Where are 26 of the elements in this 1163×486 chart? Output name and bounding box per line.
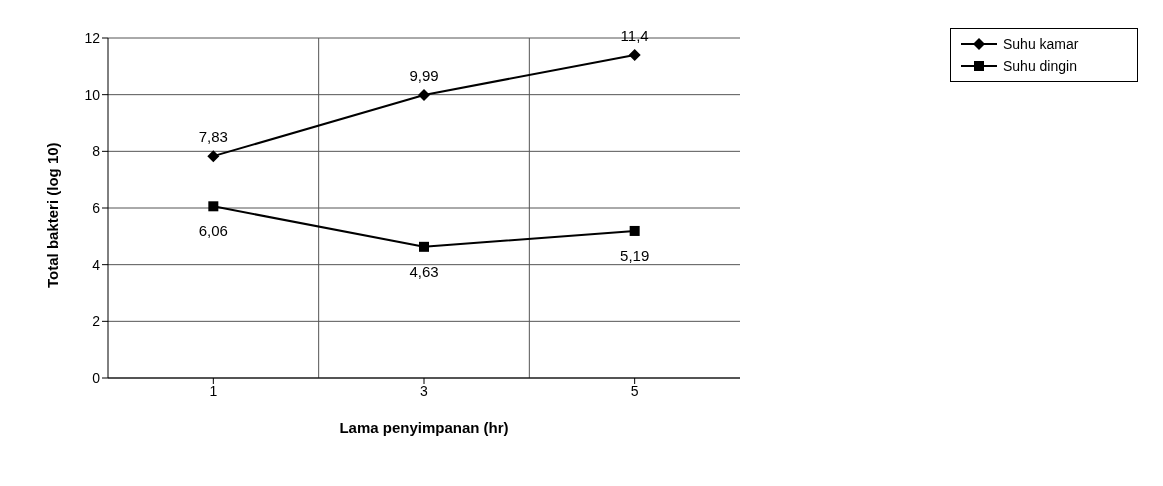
data-label: 11,4 bbox=[620, 27, 649, 44]
y-tick-label: 10 bbox=[84, 86, 101, 103]
point bbox=[207, 150, 220, 163]
data-label: 5,19 bbox=[620, 246, 650, 264]
data-label: 9,99 bbox=[409, 66, 439, 84]
data-label: 4,63 bbox=[409, 262, 439, 280]
y-tick-label: 2 bbox=[92, 313, 101, 330]
x-tick-label: 1 bbox=[209, 382, 218, 399]
point bbox=[418, 88, 430, 101]
point bbox=[419, 241, 429, 252]
legend-label: Suhu kamar bbox=[1003, 35, 1079, 54]
x-tick-label: 3 bbox=[420, 382, 429, 399]
point bbox=[208, 201, 219, 212]
y-tick-label: 6 bbox=[92, 199, 101, 216]
point bbox=[628, 49, 641, 61]
y-tick-label: 8 bbox=[92, 143, 101, 160]
y-tick-label: 4 bbox=[92, 256, 101, 273]
y-tick-label: 0 bbox=[92, 369, 101, 386]
x-tick-label: 5 bbox=[630, 382, 639, 399]
legend-label: Suhu dingin bbox=[1003, 57, 1077, 76]
x-axis-title: Lama penyimpanan (hr) bbox=[339, 419, 509, 436]
data-label: 6,06 bbox=[198, 222, 228, 240]
y-tick-label: 12 bbox=[84, 29, 101, 46]
point bbox=[629, 225, 640, 236]
y-axis-title: Total bakteri (log 10) bbox=[44, 142, 62, 288]
data-label: 7,83 bbox=[198, 128, 228, 146]
